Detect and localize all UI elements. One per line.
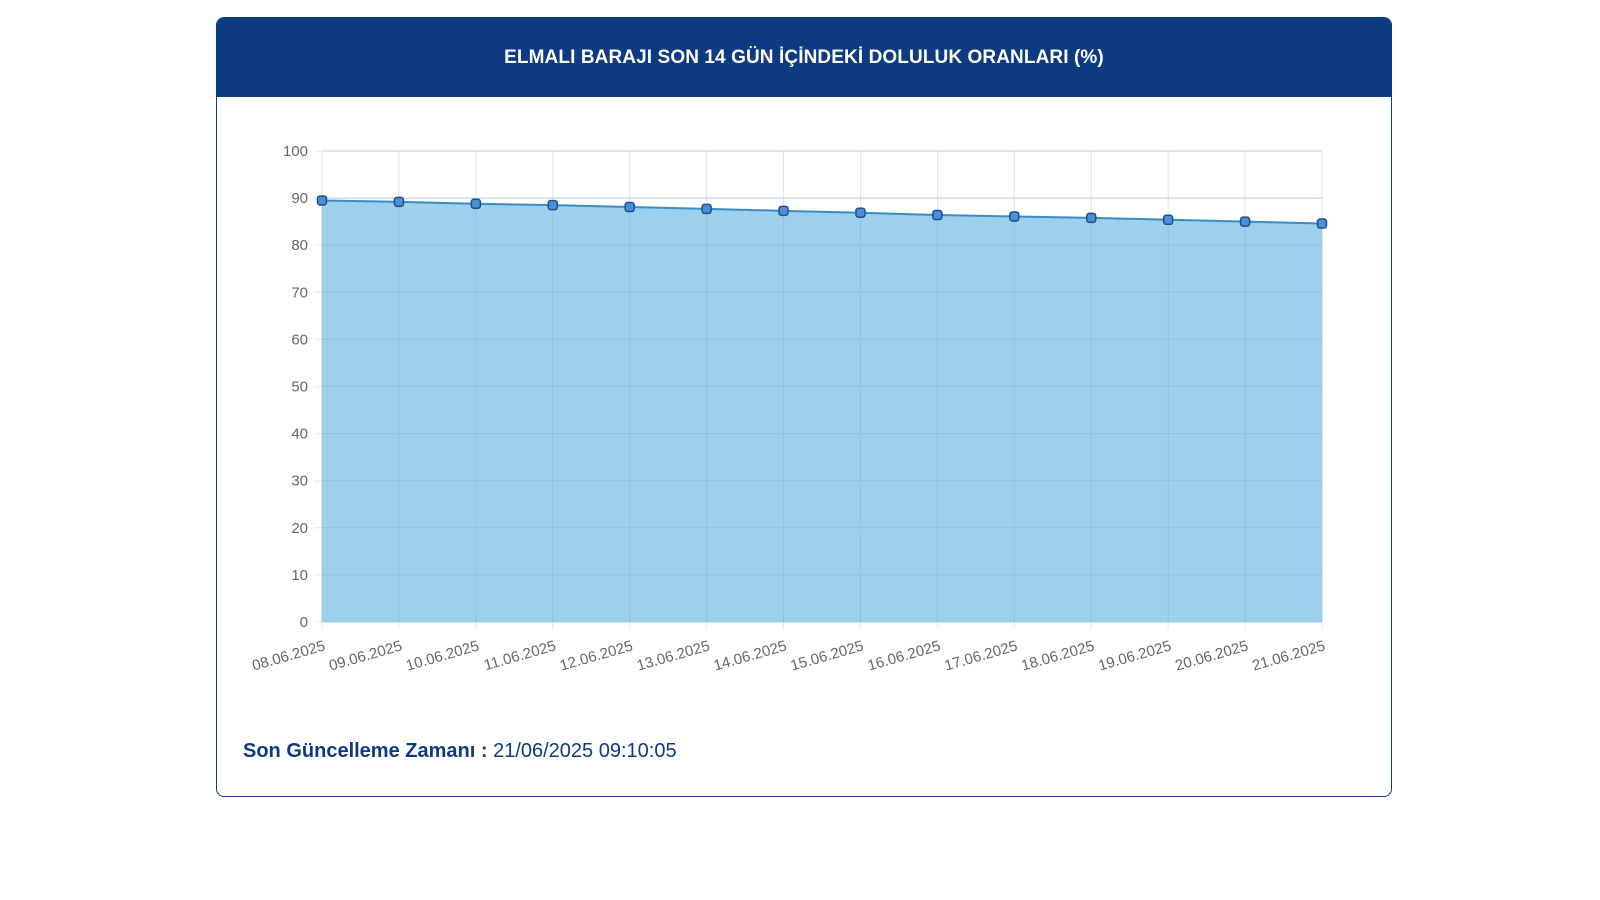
data-point[interactable]: [1239, 216, 1251, 227]
x-tick-label: 21.06.2025: [1250, 638, 1327, 675]
y-tick-label: 20: [291, 520, 308, 537]
x-tick-label: 18.06.2025: [1019, 638, 1096, 675]
x-tick-label: 15.06.2025: [789, 638, 866, 675]
last-update-label: Son Güncelleme Zamanı :: [243, 740, 488, 762]
data-point[interactable]: [701, 203, 712, 215]
data-point[interactable]: [1085, 212, 1097, 224]
last-update: Son Güncelleme Zamanı : 21/06/2025 09:10…: [243, 740, 677, 763]
y-tick-label: 60: [291, 331, 308, 348]
data-point[interactable]: [1316, 218, 1328, 229]
series-area: [322, 200, 1322, 622]
x-tick-label: 13.06.2025: [635, 638, 712, 675]
x-tick-label: 16.06.2025: [866, 638, 943, 675]
y-tick-label: 80: [291, 237, 308, 254]
y-tick-label: 10: [291, 567, 308, 584]
y-tick-label: 90: [291, 190, 308, 207]
data-point[interactable]: [932, 209, 943, 221]
y-tick-label: 70: [291, 284, 308, 301]
x-tick-label: 12.06.2025: [558, 638, 635, 675]
card-header: ELMALI BARAJI SON 14 GÜN İÇİNDEKİ DOLULU…: [217, 18, 1391, 97]
series-line: [321, 199, 1323, 225]
x-tick-label: 10.06.2025: [404, 638, 481, 675]
x-tick-label: 19.06.2025: [1096, 638, 1173, 675]
x-tick-label: 14.06.2025: [712, 638, 789, 675]
x-tick-label: 09.06.2025: [327, 638, 404, 675]
x-tick-label: 17.06.2025: [943, 638, 1020, 675]
fill-rate-chart: 0 10 20 30 40 50 60 70 80 90 100 08.06.2025 09.06.20…: [250, 143, 1328, 675]
y-tick-label: 50: [291, 379, 308, 396]
y-tick-label: 40: [291, 426, 308, 443]
data-point[interactable]: [1162, 214, 1174, 226]
data-point[interactable]: [1009, 211, 1020, 222]
data-point[interactable]: [393, 196, 405, 208]
chart-area: 0 10 20 30 40 50 60 70 80 90 100 08.06.2025 09.06.20…: [217, 97, 1391, 717]
data-point[interactable]: [547, 199, 559, 211]
data-point[interactable]: [316, 195, 328, 206]
chart-title: ELMALI BARAJI SON 14 GÜN İÇİNDEKİ DOLULU…: [504, 46, 1104, 68]
last-update-value: 21/06/2025 09:10:05: [493, 740, 677, 762]
x-tick-label: 11.06.2025: [482, 638, 558, 675]
x-tick-label: 08.06.2025: [250, 638, 327, 675]
chart-card: ELMALI BARAJI SON 14 GÜN İÇİNDEKİ DOLULU…: [216, 17, 1392, 797]
y-tick-label: 0: [300, 614, 308, 631]
data-point[interactable]: [855, 207, 866, 218]
x-tick-label: 20.06.2025: [1173, 638, 1250, 675]
y-tick-label: 30: [291, 473, 308, 490]
data-point[interactable]: [470, 198, 482, 210]
data-point[interactable]: [624, 201, 635, 213]
y-tick-label: 100: [283, 143, 308, 160]
data-point[interactable]: [778, 205, 789, 217]
